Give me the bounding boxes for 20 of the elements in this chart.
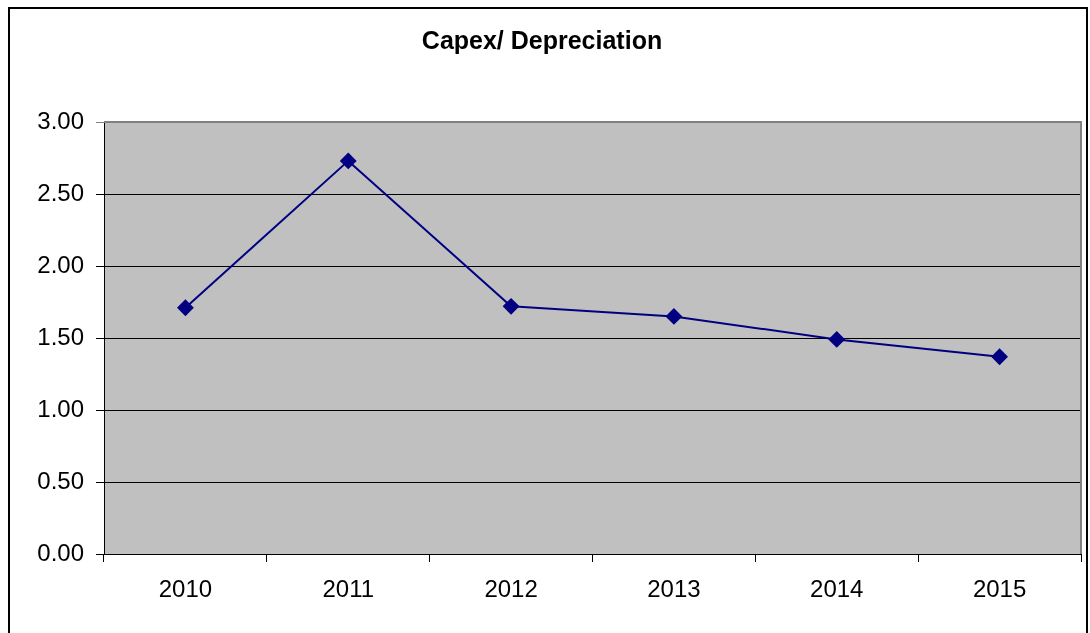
- point: [665, 308, 682, 325]
- y-tick-label: 1.00: [37, 394, 84, 422]
- y-tick-label: 2.50: [37, 178, 84, 206]
- y-tick-label: 0.00: [37, 538, 84, 566]
- y-tick-label: 0.50: [37, 466, 84, 494]
- y-tick-label: 2.00: [37, 250, 84, 278]
- point: [503, 298, 520, 315]
- point: [991, 348, 1008, 365]
- x-tick-label: 2015: [972, 575, 1027, 603]
- x-tick-label: 2012: [484, 575, 538, 603]
- chart-title: Capex/ Depreciation: [421, 25, 663, 54]
- x-tick-label: 2010: [158, 575, 213, 603]
- x-tick-label: 2014: [810, 575, 864, 603]
- y-tick-label: 3.00: [37, 106, 84, 134]
- point: [340, 152, 357, 169]
- x-tick-label: 2011: [322, 575, 375, 603]
- x-tick-label: 2013: [647, 575, 701, 603]
- point: [177, 299, 194, 316]
- y-tick-label: 1.50: [37, 322, 84, 350]
- point: [828, 331, 845, 348]
